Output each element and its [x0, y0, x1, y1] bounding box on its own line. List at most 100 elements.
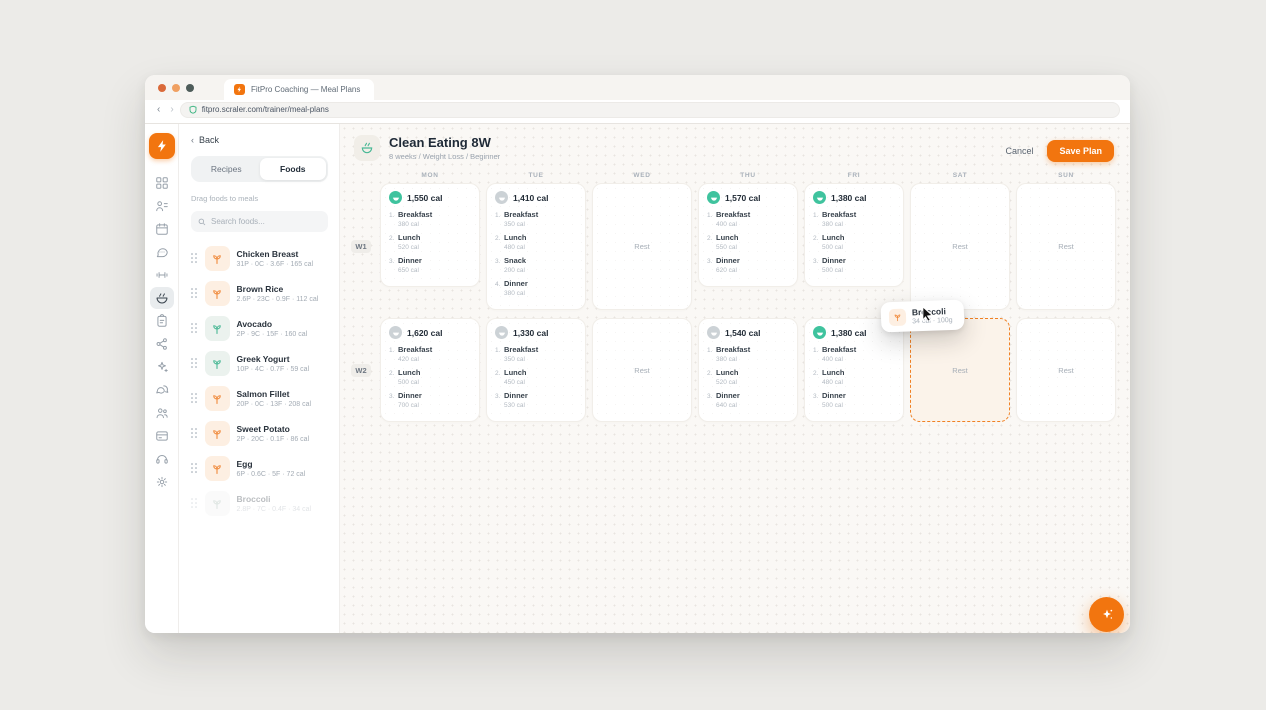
- nav-ai-tools-sparkles-icon[interactable]: [150, 356, 174, 378]
- cancel-button[interactable]: Cancel: [1005, 146, 1034, 156]
- meal-slot-breakfast[interactable]: 1. Breakfast 350 cal: [495, 210, 577, 228]
- food-item-sweet-potato[interactable]: Sweet Potato 2P · 20C · 0.1F · 86 cal: [191, 421, 328, 446]
- nav-support-headset-icon[interactable]: [150, 448, 174, 470]
- ai-assistant-fab[interactable]: [1089, 597, 1124, 632]
- day-cell-w1-thu[interactable]: 1,570 cal 1. Breakfast 400 cal 2. Lunch 550 ca…: [698, 183, 798, 287]
- app-logo-icon[interactable]: [148, 133, 175, 159]
- close-window-button[interactable]: [158, 83, 166, 92]
- meal-slot-breakfast[interactable]: 1. Breakfast 400 cal: [813, 345, 895, 363]
- food-item-avocado[interactable]: Avocado 2P · 9C · 15F · 160 cal: [191, 316, 328, 341]
- tab-recipes[interactable]: Recipes: [193, 158, 260, 180]
- meal-name: Breakfast: [398, 210, 433, 219]
- food-sprout-icon: [204, 386, 230, 411]
- nav-meal-plans-bowl-icon[interactable]: [149, 287, 174, 309]
- drag-handle-icon[interactable]: [191, 253, 198, 264]
- day-cell-w1-fri[interactable]: 1,380 cal 1. Breakfast 380 cal 2. Lunch 500 ca…: [804, 183, 904, 287]
- back-button[interactable]: ‹ Back: [191, 135, 328, 145]
- save-plan-button[interactable]: Save Plan: [1047, 140, 1114, 162]
- nav-settings-gear-icon[interactable]: [150, 471, 174, 493]
- drop-target-w2-sat[interactable]: Rest: [910, 318, 1010, 422]
- drag-handle-icon[interactable]: [191, 428, 198, 439]
- meal-slot-breakfast[interactable]: 1. Breakfast 420 cal: [389, 345, 471, 363]
- meal-slot-lunch[interactable]: 2. Lunch 520 cal: [389, 233, 471, 251]
- meal-slot-dinner[interactable]: 3. Dinner 500 cal: [813, 256, 895, 274]
- day-cell-w1-mon[interactable]: 1,550 cal 1. Breakfast 380 cal 2. Lunch 520 ca…: [380, 183, 480, 287]
- day-total-calories: 1,620 cal: [407, 327, 443, 338]
- back-nav-icon[interactable]: ‹: [157, 104, 161, 115]
- drag-handle-icon[interactable]: [191, 358, 198, 369]
- meal-slot-dinner[interactable]: 3. Dinner 700 cal: [389, 391, 471, 409]
- food-sprout-icon: [204, 421, 230, 446]
- drag-handle-icon[interactable]: [191, 498, 198, 509]
- tab-foods[interactable]: Foods: [259, 158, 326, 180]
- nav-integrations-nodes-icon[interactable]: [150, 333, 174, 355]
- drag-handle-icon[interactable]: [191, 463, 198, 474]
- day-header-fri: FRI: [847, 172, 861, 179]
- nav-dashboard-grid-icon[interactable]: [150, 172, 174, 194]
- meal-slot-dinner[interactable]: 3. Dinner 500 cal: [813, 391, 895, 409]
- meal-slot-lunch[interactable]: 2. Lunch 500 cal: [389, 368, 471, 386]
- forward-nav-icon[interactable]: ›: [170, 104, 174, 115]
- nav-workouts-dumbbell-icon[interactable]: [150, 264, 174, 286]
- meal-name: Breakfast: [822, 345, 857, 354]
- dragged-food-chip[interactable]: Broccoli 34 cal · 100g: [880, 299, 965, 333]
- drag-handle-icon[interactable]: [191, 323, 198, 334]
- food-item-egg[interactable]: Egg 6P · 0.6C · 5F · 72 cal: [191, 456, 328, 481]
- minimize-window-button[interactable]: [172, 83, 180, 92]
- day-cell-w2-fri[interactable]: 1,380 cal 1. Breakfast 400 cal 2. Lunch 480 ca…: [804, 318, 904, 422]
- nav-clipboard-clipboard-icon[interactable]: [150, 310, 174, 332]
- meal-name: Lunch: [822, 368, 845, 377]
- meal-slot-lunch[interactable]: 2. Lunch 550 cal: [707, 233, 789, 251]
- meal-slot-breakfast[interactable]: 1. Breakfast 400 cal: [707, 210, 789, 228]
- meal-name: Dinner: [504, 391, 528, 400]
- rest-cell-w1-sun[interactable]: Rest: [1016, 183, 1116, 310]
- meal-slot-breakfast[interactable]: 1. Breakfast 380 cal: [389, 210, 471, 228]
- meal-slot-dinner[interactable]: 3. Dinner 640 cal: [707, 391, 789, 409]
- meal-slot-lunch[interactable]: 2. Lunch 450 cal: [495, 368, 577, 386]
- meal-name: Lunch: [716, 233, 739, 242]
- calorie-bowl-icon: [813, 326, 826, 339]
- nav-calendar-calendar-icon[interactable]: [150, 218, 174, 240]
- food-item-salmon-fillet[interactable]: Salmon Fillet 20P · 0C · 13F · 208 cal: [191, 386, 328, 411]
- day-cell-w2-mon[interactable]: 1,620 cal 1. Breakfast 420 cal 2. Lunch 500 ca…: [380, 318, 480, 422]
- meal-slot-dinner[interactable]: 3. Dinner 650 cal: [389, 256, 471, 274]
- rest-cell-w2-sun[interactable]: Rest: [1016, 318, 1116, 422]
- meal-slot-lunch[interactable]: 2. Lunch 480 cal: [495, 233, 577, 251]
- meal-slot-lunch[interactable]: 2. Lunch 520 cal: [707, 368, 789, 386]
- meal-slot-dinner[interactable]: 3. Dinner 620 cal: [707, 256, 789, 274]
- drag-handle-icon[interactable]: [191, 288, 198, 299]
- day-cell-w2-thu[interactable]: 1,540 cal 1. Breakfast 380 cal 2. Lunch 520 ca…: [698, 318, 798, 422]
- meal-slot-breakfast[interactable]: 1. Breakfast 380 cal: [813, 210, 895, 228]
- drag-handle-icon[interactable]: [191, 393, 198, 404]
- day-cell-w1-tue[interactable]: 1,410 cal 1. Breakfast 350 cal 2. Lunch 480 ca…: [486, 183, 586, 310]
- nav-chat-chat-icon[interactable]: [150, 241, 174, 263]
- meal-slot-lunch[interactable]: 2. Lunch 480 cal: [813, 368, 895, 386]
- window-controls[interactable]: [158, 75, 194, 100]
- meal-name: Dinner: [716, 391, 740, 400]
- food-item-brown-rice[interactable]: Brown Rice 2.6P · 23C · 0.9F · 112 cal: [191, 281, 328, 306]
- meal-slot-snack[interactable]: 3. Snack 200 cal: [495, 256, 577, 274]
- nav-billing-card-icon[interactable]: [150, 425, 174, 447]
- nav-messages-bubbles-icon[interactable]: [150, 379, 174, 401]
- nav-community-people-icon[interactable]: [150, 402, 174, 424]
- search-foods-input[interactable]: Search foods...: [191, 211, 328, 232]
- browser-tab[interactable]: FitPro Coaching — Meal Plans: [224, 79, 375, 100]
- meal-slot-dinner[interactable]: 3. Dinner 530 cal: [495, 391, 577, 409]
- rest-cell-w2-wed[interactable]: Rest: [592, 318, 692, 422]
- rest-cell-w1-sat[interactable]: Rest: [910, 183, 1010, 310]
- meal-bowl-icon: [354, 135, 380, 161]
- meal-slot-breakfast[interactable]: 1. Breakfast 350 cal: [495, 345, 577, 363]
- rest-cell-w1-wed[interactable]: Rest: [592, 183, 692, 310]
- day-cell-w2-tue[interactable]: 1,330 cal 1. Breakfast 350 cal 2. Lunch 450 ca…: [486, 318, 586, 422]
- url-bar[interactable]: fitpro.scraler.com/trainer/meal-plans: [179, 101, 1120, 118]
- food-item-broccoli[interactable]: Broccoli 2.8P · 7C · 0.4F · 34 cal: [191, 491, 328, 516]
- food-item-chicken-breast[interactable]: Chicken Breast 31P · 0C · 3.6F · 165 cal: [191, 246, 328, 271]
- meal-slot-lunch[interactable]: 2. Lunch 500 cal: [813, 233, 895, 251]
- food-name: Brown Rice: [236, 284, 284, 294]
- meal-slot-dinner[interactable]: 4. Dinner 380 cal: [495, 279, 577, 297]
- meal-calories: 500 cal: [398, 379, 419, 386]
- food-item-greek-yogurt[interactable]: Greek Yogurt 10P · 4C · 0.7F · 59 cal: [191, 351, 328, 376]
- nav-clients-clients-icon[interactable]: [150, 195, 174, 217]
- zoom-window-button[interactable]: [186, 83, 194, 92]
- meal-slot-breakfast[interactable]: 1. Breakfast 380 cal: [707, 345, 789, 363]
